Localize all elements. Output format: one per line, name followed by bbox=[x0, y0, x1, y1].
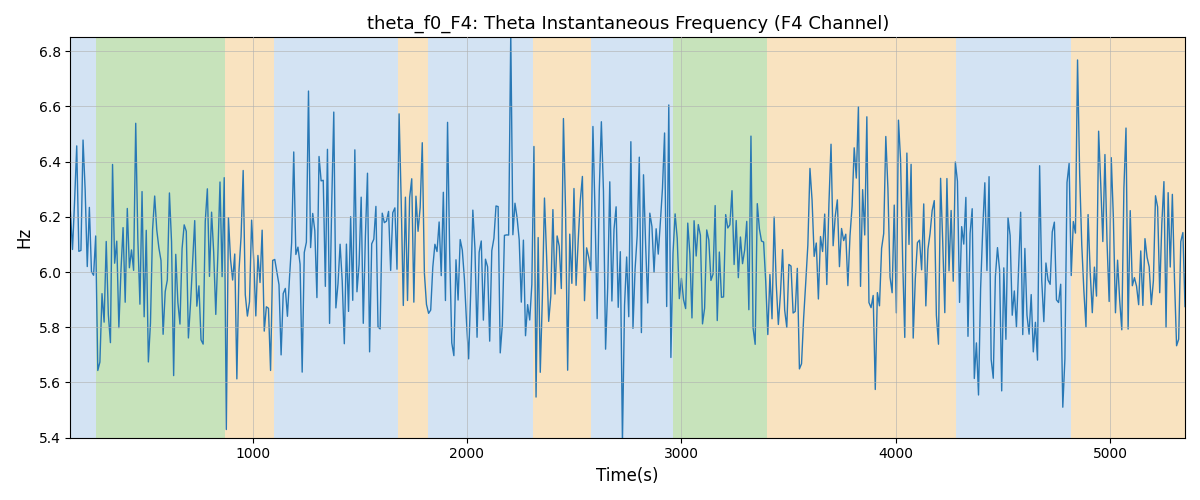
Bar bbox=[1072, 38, 1186, 438]
Bar bbox=[673, 38, 694, 438]
X-axis label: Time(s): Time(s) bbox=[596, 467, 659, 485]
Bar bbox=[96, 38, 224, 438]
Bar bbox=[428, 38, 499, 438]
Bar bbox=[398, 38, 428, 438]
Bar bbox=[955, 38, 1072, 438]
Bar bbox=[274, 38, 295, 438]
Bar bbox=[694, 38, 767, 438]
Bar bbox=[533, 38, 592, 438]
Title: theta_f0_F4: Theta Instantaneous Frequency (F4 Channel): theta_f0_F4: Theta Instantaneous Frequen… bbox=[366, 15, 889, 34]
Bar bbox=[499, 38, 533, 438]
Y-axis label: Hz: Hz bbox=[14, 227, 32, 248]
Bar bbox=[592, 38, 613, 438]
Bar bbox=[818, 38, 955, 438]
Bar bbox=[613, 38, 673, 438]
Bar bbox=[71, 38, 96, 438]
Bar bbox=[295, 38, 398, 438]
Bar bbox=[767, 38, 818, 438]
Bar bbox=[224, 38, 274, 438]
